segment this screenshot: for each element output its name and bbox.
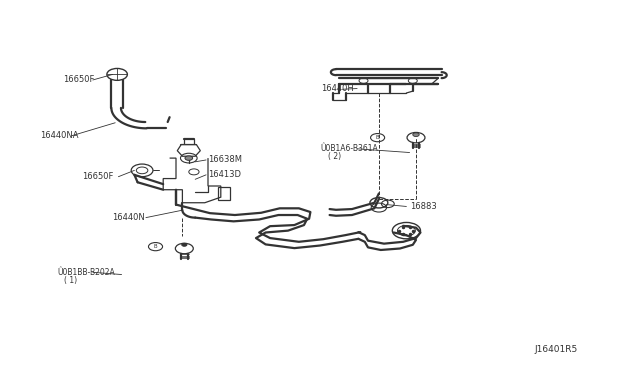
- Text: Û0B1BB-B202A: Û0B1BB-B202A: [58, 268, 115, 277]
- Text: ( 1): ( 1): [64, 276, 77, 285]
- Text: B: B: [154, 244, 157, 249]
- Polygon shape: [177, 145, 200, 156]
- Text: ( 2): ( 2): [328, 153, 341, 161]
- Text: 16440NA: 16440NA: [40, 131, 78, 140]
- Text: 16650F: 16650F: [63, 76, 94, 84]
- Text: 16883: 16883: [410, 202, 436, 211]
- Text: 16440H: 16440H: [321, 84, 354, 93]
- Text: 16638M: 16638M: [208, 155, 242, 164]
- Circle shape: [185, 156, 193, 160]
- Text: 16413D: 16413D: [208, 170, 241, 179]
- Circle shape: [413, 133, 419, 137]
- Text: 16440N: 16440N: [112, 213, 145, 222]
- Circle shape: [182, 243, 187, 246]
- Text: Û0B1A6-B361A: Û0B1A6-B361A: [320, 144, 378, 153]
- Text: J16401R5: J16401R5: [534, 345, 578, 354]
- Text: 16650F: 16650F: [82, 172, 113, 181]
- Text: B: B: [376, 135, 380, 140]
